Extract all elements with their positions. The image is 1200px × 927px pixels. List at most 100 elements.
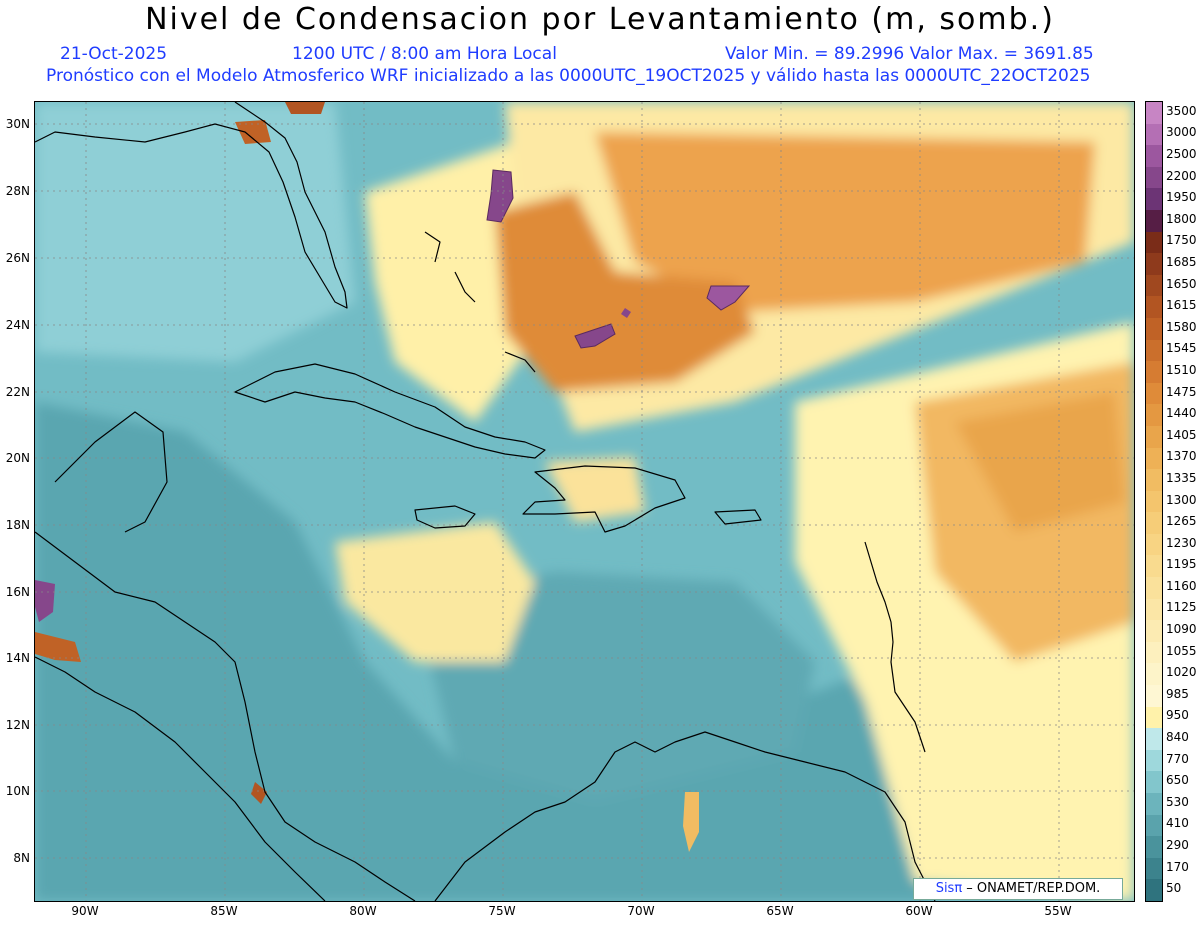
colorbar-label: 1370 (1166, 449, 1197, 464)
blob-max-3 (574, 323, 616, 349)
lat-tick-18n: 18N (5, 518, 30, 532)
colorbar-label: 1195 (1166, 557, 1197, 572)
map-panel (34, 101, 1135, 902)
colorbar-label: 1230 (1166, 535, 1197, 550)
map-title: Nivel de Condensacion por Levantamiento … (145, 2, 1055, 37)
colorbar-label: 1090 (1166, 622, 1197, 637)
lon-tick-60w: 60W (905, 904, 933, 918)
lat-tick-16n: 16N (5, 585, 30, 599)
colorbar-cell (1146, 663, 1162, 686)
colorbar-cell (1146, 209, 1162, 232)
coast-bahamas-1 (424, 231, 441, 263)
colorbar-label: 840 (1166, 730, 1189, 745)
lat-tick-14n: 14N (5, 651, 30, 665)
colorbar-label: 1950 (1166, 190, 1197, 205)
coast-jamaica (414, 505, 476, 529)
credit-box: Sisπ – ONAMET/REP.DOM. (913, 878, 1123, 900)
colorbar-label: 1125 (1166, 600, 1197, 615)
lat-tick-12n: 12N (5, 718, 30, 732)
lon-tick-55w: 55W (1044, 904, 1072, 918)
lon-tick-85w: 85W (210, 904, 238, 918)
colorbar (1145, 101, 1163, 902)
shade-nw-light (35, 102, 355, 362)
colorbar-label: 1475 (1166, 384, 1197, 399)
colorbar-label: 770 (1166, 751, 1189, 766)
colorbar-cell (1146, 188, 1162, 210)
colorbar-cell (1146, 533, 1162, 556)
colorbar-cell (1146, 166, 1162, 189)
colorbar-label: 1615 (1166, 298, 1197, 313)
coast-central-america (35, 531, 416, 901)
blob-max-1 (486, 169, 514, 223)
colorbar-cell (1146, 425, 1162, 448)
lon-tick-65w: 65W (766, 904, 794, 918)
colorbar-cell (1146, 641, 1162, 664)
colorbar-label: 2200 (1166, 168, 1197, 183)
colorbar-cell (1146, 231, 1162, 254)
lcl-shading (35, 102, 1134, 901)
colorbar-cell (1146, 577, 1162, 599)
shade-central-america (35, 402, 935, 901)
lat-tick-22n: 22N (5, 385, 30, 399)
colorbar-cell (1146, 685, 1162, 707)
colorbar-cell (1146, 857, 1162, 880)
graticule (35, 102, 1134, 901)
colorbar-cell (1146, 469, 1162, 491)
colorbar-label: 1335 (1166, 470, 1197, 485)
coast-bahamas-3 (504, 351, 536, 373)
blob-max-2 (706, 285, 751, 311)
colorbar-cell (1146, 771, 1162, 793)
colorbar-label: 3500 (1166, 103, 1197, 118)
colorbar-cell (1146, 123, 1162, 146)
credit-sis: Sisπ (935, 881, 963, 896)
colorbar-cell (1146, 555, 1162, 578)
colorbar-cell (1146, 749, 1162, 772)
credit-org: – ONAMET/REP.DOM. (962, 881, 1101, 896)
coast-puerto-rico (714, 509, 762, 525)
colorbar-label: 1020 (1166, 665, 1197, 680)
coast-cuba (234, 363, 546, 459)
colorbar-cell (1146, 447, 1162, 470)
lon-tick-70w: 70W (627, 904, 655, 918)
lat-tick-20n: 20N (5, 451, 30, 465)
blob-orange-honduras (35, 632, 81, 662)
colorbar-cell (1146, 793, 1162, 815)
lon-tick-90w: 90W (71, 904, 99, 918)
shade-yellow-hispaniola (545, 457, 645, 522)
colorbar-cell (1146, 253, 1162, 275)
colorbar-label: 950 (1166, 708, 1189, 723)
coast-pacific-ca (35, 656, 326, 901)
blob-orange-gulf (235, 120, 271, 144)
lon-tick-80w: 80W (349, 904, 377, 918)
coast-hispaniola (522, 465, 686, 533)
lat-tick-8n: 8N (13, 851, 30, 865)
colorbar-label: 1580 (1166, 319, 1197, 334)
colorbar-cell (1146, 102, 1162, 124)
lcl-map-plot (35, 102, 1134, 901)
colorbar-cell (1146, 317, 1162, 340)
colorbar-label: 170 (1166, 859, 1189, 874)
colorbar-label: 1440 (1166, 406, 1197, 421)
colorbar-cell (1146, 706, 1162, 729)
colorbar-cell (1146, 620, 1162, 642)
colorbar-label: 2500 (1166, 146, 1197, 161)
coast-lesser-antilles (864, 541, 926, 753)
colorbar-cell (1146, 512, 1162, 534)
colorbar-label: 3000 (1166, 125, 1197, 140)
coastlines (35, 102, 936, 901)
colorbar-label: 290 (1166, 838, 1189, 852)
colorbar-label: 650 (1166, 773, 1189, 788)
colorbar-label: 410 (1166, 816, 1189, 831)
lat-tick-30n: 30N (5, 117, 30, 131)
min-max-values: Valor Min. = 89.2996 Valor Max. = 3691.8… (725, 44, 1094, 64)
blob-orange-tl (285, 102, 325, 114)
coast-florida (35, 102, 348, 309)
blob-max-5 (35, 580, 55, 622)
colorbar-label: 1545 (1166, 341, 1197, 356)
forecast-time: 1200 UTC / 8:00 am Hora Local (292, 44, 557, 64)
coast-bahamas-2 (454, 271, 476, 303)
lat-tick-26n: 26N (5, 251, 30, 265)
colorbar-cell (1146, 728, 1162, 750)
colorbar-label: 1405 (1166, 427, 1197, 442)
colorbar-label: 1750 (1166, 233, 1197, 248)
